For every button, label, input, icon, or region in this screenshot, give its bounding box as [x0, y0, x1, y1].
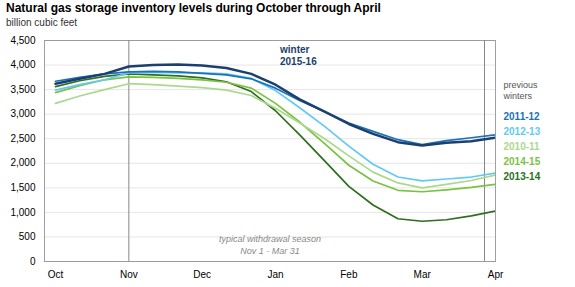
svg-text:2,500: 2,500 [10, 133, 35, 144]
svg-text:Oct: Oct [48, 269, 64, 280]
svg-text:Dec: Dec [193, 269, 211, 280]
svg-text:3,500: 3,500 [10, 84, 35, 95]
html-text:billion cubic feet: billion cubic feet [6, 17, 78, 28]
svg-text:2010-11: 2010-11 [504, 141, 541, 152]
svg-text:500: 500 [19, 231, 36, 242]
html-text:Natural gas storage inventory: Natural gas storage inventory levels dur… [6, 1, 381, 15]
svg-text:2012-13: 2012-13 [504, 126, 541, 137]
svg-text:Feb: Feb [340, 269, 358, 280]
svg-text:typical withdrawal seasonNov 1: typical withdrawal seasonNov 1 - Mar 31 [219, 234, 321, 256]
svg-text:2014-15: 2014-15 [504, 156, 541, 167]
svg-text:previouswinters: previouswinters [503, 80, 539, 101]
svg-text:2,000: 2,000 [10, 157, 35, 168]
svg-text:winter2015-16: winter2015-16 [279, 44, 317, 67]
svg-text:1,500: 1,500 [10, 182, 35, 193]
svg-text:4,500: 4,500 [10, 35, 35, 46]
svg-text:2011-12: 2011-12 [504, 111, 541, 122]
svg-text:4,000: 4,000 [10, 59, 35, 70]
svg-text:Mar: Mar [414, 269, 432, 280]
svg-text:Apr: Apr [488, 269, 504, 280]
svg-text:0: 0 [30, 256, 36, 267]
svg-text:Nov: Nov [120, 269, 138, 280]
svg-text:Jan: Jan [267, 269, 283, 280]
svg-text:2013-14: 2013-14 [504, 171, 541, 182]
svg-text:1,000: 1,000 [10, 207, 35, 218]
svg-text:3,000: 3,000 [10, 108, 35, 119]
